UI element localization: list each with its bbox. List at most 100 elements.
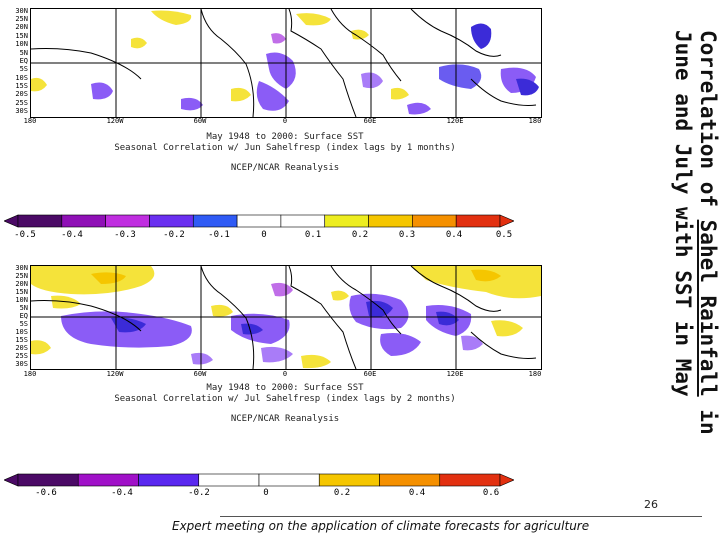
map2-caption-line3: NCEP/NCAR Reanalysis [230,414,340,424]
colorbar-label: 0.6 [482,488,500,498]
map1-lon-labels: 180 120W 60W 0 60E 120E 180 [24,117,542,127]
lat-label: 30N [15,264,28,272]
map2-colorbar-labels: -0.6 -0.4 -0.2 0 0.2 0.4 0.6 [4,488,514,498]
map2-caption: May 1948 to 2000: Surface SST Seasonal C… [30,383,540,425]
title-part1: Correlation of [696,30,720,220]
colorbar-segment [138,473,200,487]
colorbar-segment [439,473,501,487]
colorbar-segment [77,473,139,487]
colorbar-label: -0.6 [35,488,57,498]
colorbar-segment [324,214,369,228]
colorbar-label: 0 [261,230,267,240]
lon-label: 0 [282,117,288,125]
lat-label: 20S [15,90,28,98]
lat-label: 5N [19,304,28,312]
lon-label: 120E [446,370,464,378]
colorbar-arrow-low [4,214,19,228]
lat-label: 5S [19,320,28,328]
lat-label: 20N [15,23,28,31]
map1-caption-line3: NCEP/NCAR Reanalysis [230,163,340,173]
map1-lat-labels: 30N 25N 20N 15N 10N 5N EQ 5S 10S 15S 20S… [0,8,30,116]
title-link[interactable]: Sahel Rainfall [696,219,720,397]
lat-label: 10S [15,328,28,336]
lat-label: 25N [15,15,28,23]
colorbar-segment [368,214,413,228]
sst-correlation-map-july [30,265,542,370]
colorbar-segment [105,214,150,228]
colorbar-label: 0.3 [398,230,416,240]
colorbar-segment [280,214,326,228]
lat-label: 30S [15,360,28,368]
lon-label: 120E [446,117,464,125]
lat-label: 10N [15,40,28,48]
footer-divider [220,516,702,517]
colorbar-label: 0.2 [351,230,369,240]
colorbar-label: 0.4 [445,230,463,240]
lon-label: 120W [106,117,124,125]
colorbar-segment [192,214,238,228]
colorbar-label: -0.3 [114,230,136,240]
colorbar-segment [318,473,380,487]
map2-negative-regions [61,282,483,365]
map1-colorbar [4,214,514,228]
lon-label: 0 [282,370,288,378]
sst-correlation-map-june [30,8,542,118]
page-number: 26 [644,498,658,511]
lat-label: 15N [15,288,28,296]
lat-label: 10N [15,296,28,304]
colorbar-label: 0.2 [333,488,351,498]
lon-label: 60W [193,117,207,125]
colorbar-label: -0.2 [163,230,185,240]
map2-coastlines [31,266,537,369]
lat-label: EQ [19,57,28,65]
colorbar-segment [61,214,106,228]
footer-text: Expert meeting on the application of cli… [172,519,590,533]
colorbar-label: -0.1 [208,230,230,240]
lat-label: 25S [15,99,28,107]
colorbar-label: 0 [263,488,269,498]
map2-graphic [31,266,541,369]
colorbar-arrow-low [4,473,19,487]
colorbar-segment [455,214,501,228]
map1-colorbar-labels: -0.5 -0.4 -0.3 -0.2 -0.1 0 0.1 0.2 0.3 0… [4,230,514,240]
map1-caption-line1: May 1948 to 2000: Surface SST [206,132,364,142]
map1-graphic [31,9,541,117]
lat-label: 30N [15,7,28,15]
colorbar-label: -0.4 [61,230,83,240]
map1-coastlines [31,9,537,117]
colorbar-arrow-high [499,473,514,487]
map2-caption-line1: May 1948 to 2000: Surface SST [206,383,364,393]
lat-label: 5S [19,65,28,73]
lon-label: 120W [106,370,124,378]
colorbar-segment [412,214,457,228]
map1-graticule [31,9,541,117]
lon-label: 180 [23,117,37,125]
lat-label: 20N [15,280,28,288]
map1-caption: May 1948 to 2000: Surface SST Seasonal C… [30,132,540,174]
colorbar-label: 0.4 [408,488,426,498]
colorbar-segment [258,473,320,487]
colorbar-segment [379,473,441,487]
map2-caption-line2: Seasonal Correlation w/ Jul Sahelfresp (… [114,394,456,404]
slide-title: Correlation of Sahel Rainfall in June an… [590,30,720,475]
lat-label: 15S [15,82,28,90]
lat-label: 5N [19,49,28,57]
lon-label: 180 [23,370,37,378]
colorbar-segment [17,214,63,228]
colorbar-label: -0.4 [111,488,133,498]
lat-label: 25N [15,272,28,280]
map2-graticule [31,266,541,369]
map1-positive-regions [31,10,409,102]
map2-positive-regions [31,266,541,369]
lon-label: 60E [363,370,377,378]
lon-label: 180 [528,117,542,125]
lat-label: 10S [15,74,28,82]
lat-label: EQ [19,312,28,320]
lon-label: 180 [528,370,542,378]
colorbar-segment [198,473,260,487]
colorbar-label: 0.1 [304,230,322,240]
lat-label: 30S [15,107,28,115]
lon-label: 60E [363,117,377,125]
lat-label: 15N [15,32,28,40]
map2-lat-labels: 30N 25N 20N 15N 10N 5N EQ 5S 10S 15S 20S… [0,265,30,368]
